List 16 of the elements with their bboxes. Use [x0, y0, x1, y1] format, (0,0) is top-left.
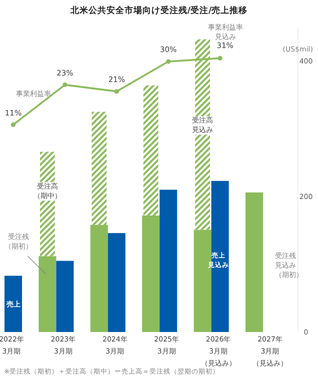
bar	[90, 224, 108, 332]
bar	[142, 215, 160, 332]
point	[166, 59, 171, 64]
bar	[38, 256, 56, 332]
bar	[108, 233, 126, 332]
point	[10, 122, 16, 127]
point	[218, 56, 222, 60]
point	[62, 82, 68, 88]
point	[114, 89, 119, 94]
bar	[92, 112, 107, 225]
bar	[4, 276, 22, 332]
bar	[160, 190, 178, 332]
bar	[246, 192, 263, 332]
bar	[143, 85, 158, 216]
chart-title: 北米公共安全市場向け受注残/受注/売上推移	[69, 4, 248, 16]
bar	[56, 260, 74, 332]
